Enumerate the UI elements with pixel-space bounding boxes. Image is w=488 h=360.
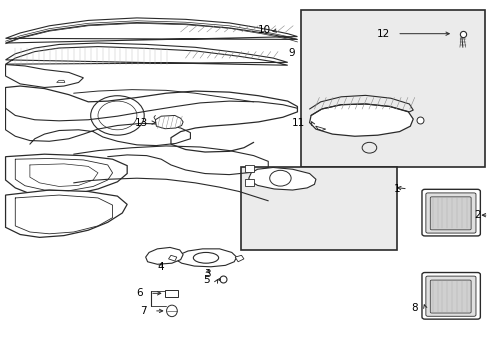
Text: 11: 11 (291, 118, 304, 128)
Polygon shape (248, 167, 315, 190)
Polygon shape (168, 255, 177, 261)
Polygon shape (145, 247, 183, 264)
Polygon shape (5, 154, 127, 196)
Bar (244, 179, 253, 186)
Text: 6: 6 (136, 288, 142, 298)
Text: 7: 7 (140, 306, 146, 316)
FancyBboxPatch shape (429, 280, 470, 313)
Polygon shape (5, 190, 127, 237)
Polygon shape (57, 80, 65, 82)
Polygon shape (5, 64, 83, 87)
Text: 5: 5 (203, 275, 209, 285)
Polygon shape (309, 104, 412, 136)
Text: 9: 9 (288, 48, 294, 58)
FancyBboxPatch shape (429, 197, 470, 230)
FancyBboxPatch shape (425, 193, 475, 233)
Text: 13: 13 (134, 118, 147, 128)
Text: 8: 8 (410, 303, 417, 314)
Text: 2: 2 (474, 210, 480, 220)
FancyBboxPatch shape (421, 189, 479, 236)
Polygon shape (235, 255, 244, 262)
Bar (165, 290, 178, 297)
Bar (301, 10, 484, 167)
FancyBboxPatch shape (421, 273, 479, 319)
Text: 1: 1 (393, 184, 400, 194)
Polygon shape (155, 116, 183, 129)
Text: 10: 10 (258, 25, 271, 35)
Bar (241, 167, 396, 250)
Polygon shape (5, 18, 297, 43)
Polygon shape (176, 249, 236, 267)
Bar (244, 165, 253, 172)
FancyBboxPatch shape (425, 276, 475, 316)
Text: 3: 3 (203, 269, 210, 279)
Text: 12: 12 (376, 29, 389, 39)
Text: 4: 4 (157, 262, 163, 272)
Polygon shape (5, 43, 287, 65)
